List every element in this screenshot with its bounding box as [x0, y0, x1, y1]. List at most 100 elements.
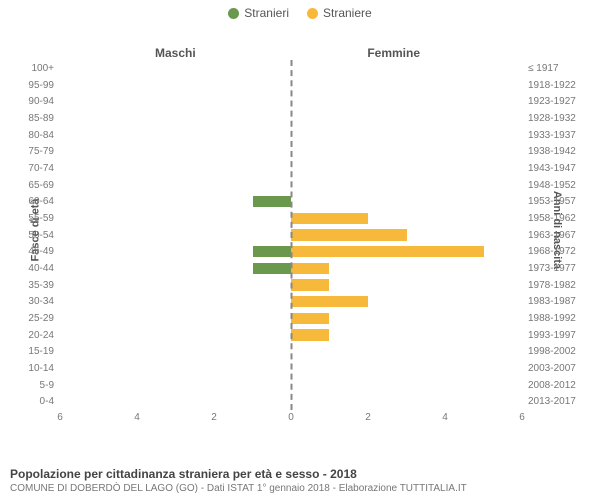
- chart-subtitle: COMUNE DI DOBERDÒ DEL LAGO (GO) - Dati I…: [10, 483, 590, 494]
- age-label: 45-49: [12, 246, 54, 257]
- bar-male: [253, 263, 291, 274]
- population-pyramid-chart: Maschi Femmine Fasce di età Anni di nasc…: [0, 20, 600, 440]
- birth-year-label: 2003-2007: [528, 363, 588, 374]
- bar-female: [291, 279, 329, 290]
- birth-year-label: 1968-1972: [528, 246, 588, 257]
- age-label: 25-29: [12, 313, 54, 324]
- bar-half-male: [60, 143, 291, 160]
- x-axis: 0246 246: [60, 412, 522, 428]
- x-axis-right: 2 4 6: [291, 412, 522, 428]
- bar-half-female: [291, 327, 522, 344]
- age-label: 65-69: [12, 180, 54, 191]
- bar-half-female: [291, 377, 522, 394]
- bar-half-male: [60, 110, 291, 127]
- birth-year-label: 1983-1987: [528, 296, 588, 307]
- age-label: 5-9: [12, 380, 54, 391]
- bar-half-male: [60, 293, 291, 310]
- legend-swatch-female: [307, 8, 318, 19]
- bar-half-male: [60, 243, 291, 260]
- legend-label-female: Straniere: [323, 6, 372, 20]
- bar-half-female: [291, 260, 522, 277]
- birth-year-label: 2008-2012: [528, 380, 588, 391]
- bar-female: [291, 246, 484, 257]
- bar-female: [291, 213, 368, 224]
- birth-year-label: 1923-1927: [528, 96, 588, 107]
- bar-half-female: [291, 127, 522, 144]
- x-tick: 6: [519, 412, 525, 423]
- birth-year-label: 1933-1937: [528, 130, 588, 141]
- bar-half-female: [291, 227, 522, 244]
- bar-half-female: [291, 77, 522, 94]
- x-tick: 2: [365, 412, 371, 423]
- bar-half-male: [60, 193, 291, 210]
- bar-half-male: [60, 60, 291, 77]
- bar-half-female: [291, 160, 522, 177]
- age-label: 90-94: [12, 96, 54, 107]
- bar-half-male: [60, 160, 291, 177]
- birth-year-label: 1938-1942: [528, 146, 588, 157]
- age-label: 75-79: [12, 146, 54, 157]
- bar-half-female: [291, 210, 522, 227]
- birth-year-label: 1928-1932: [528, 113, 588, 124]
- bar-half-female: [291, 143, 522, 160]
- bar-half-male: [60, 360, 291, 377]
- birth-year-label: 1988-1992: [528, 313, 588, 324]
- bar-female: [291, 313, 329, 324]
- chart-center-line: [291, 60, 293, 410]
- chart-title: Popolazione per cittadinanza straniera p…: [10, 467, 590, 481]
- bar-half-male: [60, 393, 291, 410]
- x-axis-left: 0246: [60, 412, 291, 428]
- birth-year-label: 1948-1952: [528, 180, 588, 191]
- bar-half-male: [60, 227, 291, 244]
- age-label: 80-84: [12, 130, 54, 141]
- bar-half-female: [291, 110, 522, 127]
- bar-half-female: [291, 93, 522, 110]
- column-title-male: Maschi: [155, 46, 196, 60]
- age-label: 60-64: [12, 196, 54, 207]
- bar-half-female: [291, 60, 522, 77]
- bar-half-female: [291, 243, 522, 260]
- age-label: 30-34: [12, 296, 54, 307]
- bar-half-male: [60, 277, 291, 294]
- bar-half-male: [60, 127, 291, 144]
- bar-half-female: [291, 310, 522, 327]
- age-label: 10-14: [12, 363, 54, 374]
- birth-year-label: 1978-1982: [528, 280, 588, 291]
- bar-male: [253, 196, 291, 207]
- x-tick: 6: [57, 412, 63, 423]
- column-title-female: Femmine: [367, 46, 420, 60]
- birth-year-label: 2013-2017: [528, 396, 588, 407]
- age-label: 15-19: [12, 346, 54, 357]
- bar-female: [291, 296, 368, 307]
- bar-half-female: [291, 360, 522, 377]
- bar-half-male: [60, 343, 291, 360]
- birth-year-label: 1953-1957: [528, 196, 588, 207]
- bar-half-male: [60, 260, 291, 277]
- bar-half-male: [60, 77, 291, 94]
- birth-year-label: 1998-2002: [528, 346, 588, 357]
- age-label: 70-74: [12, 163, 54, 174]
- age-label: 95-99: [12, 80, 54, 91]
- legend-item-female: Straniere: [307, 6, 372, 20]
- legend-label-male: Stranieri: [244, 6, 289, 20]
- birth-year-label: 1993-1997: [528, 330, 588, 341]
- x-tick: 4: [134, 412, 140, 423]
- bar-half-female: [291, 293, 522, 310]
- birth-year-label: 1973-1977: [528, 263, 588, 274]
- age-label: 0-4: [12, 396, 54, 407]
- bar-half-male: [60, 93, 291, 110]
- bar-female: [291, 263, 329, 274]
- bar-female: [291, 329, 329, 340]
- bar-male: [253, 246, 291, 257]
- legend-swatch-male: [228, 8, 239, 19]
- bar-half-female: [291, 277, 522, 294]
- birth-year-label: 1963-1967: [528, 230, 588, 241]
- birth-year-label: ≤ 1917: [528, 63, 588, 74]
- bar-half-female: [291, 393, 522, 410]
- bar-half-female: [291, 177, 522, 194]
- bar-half-male: [60, 177, 291, 194]
- x-tick: 4: [442, 412, 448, 423]
- chart-footer: Popolazione per cittadinanza straniera p…: [10, 467, 590, 494]
- chart-legend: Stranieri Straniere: [0, 0, 600, 20]
- x-tick: 2: [211, 412, 217, 423]
